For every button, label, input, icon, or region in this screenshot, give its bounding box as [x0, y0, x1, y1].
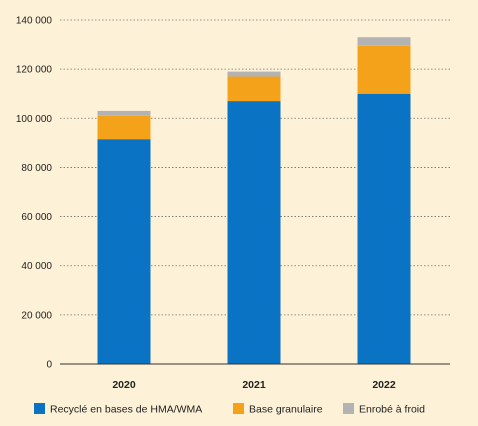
x-category-label: 2022	[372, 379, 396, 391]
y-tick-label: 120 000	[16, 65, 53, 76]
legend-label: Recyclé en bases de HMA/WMA	[50, 404, 202, 416]
bar-segment	[357, 45, 411, 94]
y-tick-label: 100 000	[16, 114, 53, 125]
bars	[97, 37, 411, 364]
bar-segment	[357, 37, 411, 46]
bar-segment	[97, 110, 151, 116]
x-category-label: 2020	[112, 379, 136, 391]
bar-segment	[357, 93, 411, 364]
bar-segment	[227, 76, 281, 102]
legend-swatch	[233, 403, 244, 414]
bar-segment	[227, 71, 281, 77]
legend: Recyclé en bases de HMA/WMA Base granulai…	[34, 403, 425, 416]
x-category-label: 2021	[242, 379, 266, 391]
legend-label: Enrobé à froid	[359, 404, 425, 416]
y-tick-label: 80 000	[21, 163, 52, 174]
bar-segment	[227, 101, 281, 364]
legend-swatch	[34, 403, 45, 414]
legend-swatch	[343, 403, 354, 414]
legend-label: Base granulaire	[249, 404, 323, 416]
y-tick-label: 0	[46, 360, 52, 371]
x-axis: 2020 2021 2022	[60, 363, 450, 391]
y-tick-label: 40 000	[21, 261, 52, 272]
y-tick-label: 20 000	[21, 310, 52, 321]
bar-segment	[97, 115, 151, 140]
y-tick-label: 140 000	[16, 16, 53, 27]
y-axis-tick-labels: 0 20 000 40 000 60 000 80 000 100 000 120 000 1…	[16, 16, 53, 371]
bar-segment	[97, 139, 151, 364]
y-tick-label: 60 000	[21, 212, 52, 223]
